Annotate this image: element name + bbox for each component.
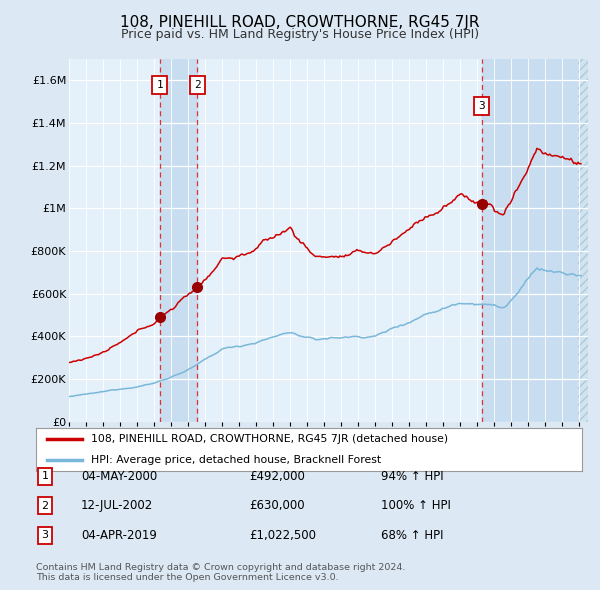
Text: £630,000: £630,000 — [249, 499, 305, 512]
Text: 108, PINEHILL ROAD, CROWTHORNE, RG45 7JR (detached house): 108, PINEHILL ROAD, CROWTHORNE, RG45 7JR… — [91, 434, 448, 444]
Bar — [578, 59, 588, 422]
Text: 3: 3 — [478, 101, 485, 111]
Text: HPI: Average price, detached house, Bracknell Forest: HPI: Average price, detached house, Brac… — [91, 455, 381, 465]
Text: £492,000: £492,000 — [249, 470, 305, 483]
Bar — [160, 59, 197, 422]
Bar — [482, 59, 578, 422]
Text: 68% ↑ HPI: 68% ↑ HPI — [381, 529, 443, 542]
Text: £1,022,500: £1,022,500 — [249, 529, 316, 542]
Text: 04-APR-2019: 04-APR-2019 — [81, 529, 157, 542]
Text: Contains HM Land Registry data © Crown copyright and database right 2024.
This d: Contains HM Land Registry data © Crown c… — [36, 563, 406, 582]
Text: 1: 1 — [157, 80, 163, 90]
Text: 100% ↑ HPI: 100% ↑ HPI — [381, 499, 451, 512]
Text: 1: 1 — [41, 471, 49, 481]
Bar — [578, 59, 588, 422]
Text: 94% ↑ HPI: 94% ↑ HPI — [381, 470, 443, 483]
Text: 3: 3 — [41, 530, 49, 540]
Text: Price paid vs. HM Land Registry's House Price Index (HPI): Price paid vs. HM Land Registry's House … — [121, 28, 479, 41]
Text: 108, PINEHILL ROAD, CROWTHORNE, RG45 7JR: 108, PINEHILL ROAD, CROWTHORNE, RG45 7JR — [120, 15, 480, 30]
Text: 2: 2 — [194, 80, 201, 90]
Text: 2: 2 — [41, 501, 49, 510]
Text: 04-MAY-2000: 04-MAY-2000 — [81, 470, 157, 483]
Text: 12-JUL-2002: 12-JUL-2002 — [81, 499, 153, 512]
